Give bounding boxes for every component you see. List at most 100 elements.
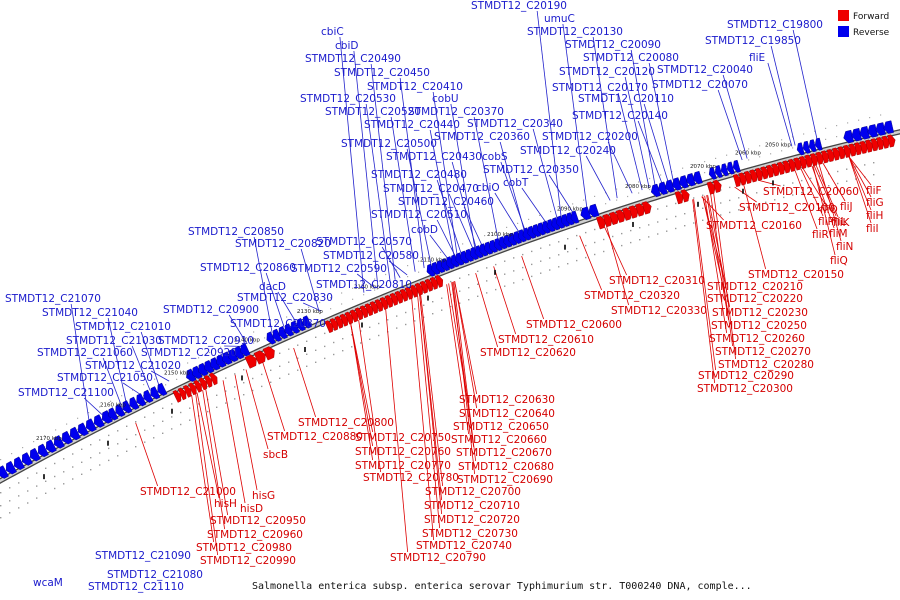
track-dot <box>567 251 569 253</box>
gene-arrow <box>556 215 565 229</box>
gene-arrow <box>580 206 592 221</box>
track-dot <box>576 259 578 262</box>
reverse-gene-label: STMDT12_C20040 <box>657 64 753 76</box>
track-dot <box>72 466 74 468</box>
track-dot <box>333 328 335 331</box>
reverse-gene <box>192 365 203 379</box>
gene-arrow <box>508 232 518 246</box>
gene-arrow <box>692 170 703 185</box>
gene-arrow <box>93 414 105 428</box>
gene-arrow <box>77 422 89 437</box>
reverse-gene <box>532 224 541 238</box>
forward-gene <box>244 354 257 369</box>
track-dot <box>315 336 317 338</box>
gene-arrow <box>445 256 455 270</box>
forward-gene-label: STMDT12_C20740 <box>416 540 512 552</box>
track-dot <box>531 250 533 253</box>
legend-reverse-label: Reverse <box>853 28 890 38</box>
track-dot <box>36 497 38 499</box>
track-dot <box>88 412 90 414</box>
track-dot <box>171 403 173 405</box>
reverse-gene-label: STMDT12_C21010 <box>75 321 171 333</box>
track-dot <box>486 292 488 294</box>
track-dot <box>504 273 506 275</box>
track-dot <box>374 289 376 291</box>
track-dot <box>747 194 749 196</box>
forward-gene <box>738 172 747 186</box>
reverse-gene <box>450 254 460 268</box>
forward-gene <box>799 156 808 170</box>
forward-gene-label: STMDT12_C20960 <box>207 529 303 541</box>
forward-gene <box>334 315 343 329</box>
track-dot <box>396 280 398 282</box>
genome-backbone <box>0 129 900 484</box>
forward-gene <box>354 307 363 321</box>
gene-arrow <box>887 134 896 148</box>
gene-arrow <box>674 191 684 205</box>
track-dot <box>783 196 785 199</box>
gene-arrow <box>561 213 570 227</box>
gene-arrow <box>193 379 202 393</box>
gene-arrow <box>364 303 373 317</box>
reverse-gene <box>93 414 105 428</box>
reverse-gene <box>272 328 282 342</box>
track-dot <box>783 184 785 187</box>
reverse-gene <box>240 343 251 357</box>
track-dot <box>774 199 776 201</box>
forward-gene <box>622 207 633 221</box>
track-dot <box>858 119 860 121</box>
forward-gene-label: STMDT12_C20950 <box>210 515 306 527</box>
gene-arrow <box>266 331 276 345</box>
gene-arrow <box>198 362 209 377</box>
gene-arrow <box>760 166 769 180</box>
reverse-gene-label: STMDT12_C21020 <box>85 360 181 372</box>
track-dot <box>576 247 578 250</box>
reverse-gene <box>489 239 498 253</box>
reverse-gene <box>685 173 696 187</box>
track-dot <box>405 323 407 326</box>
track-dot <box>450 305 452 308</box>
gene-arrow <box>793 157 802 171</box>
reverse-gene-label: cbiD <box>335 40 358 52</box>
gene-arrow <box>641 201 652 215</box>
gene-arrow <box>843 144 852 158</box>
track-dot <box>165 373 167 375</box>
track-dot <box>54 462 56 465</box>
track-dot <box>324 332 326 335</box>
reverse-gene <box>266 331 276 345</box>
gene-arrow <box>354 307 363 321</box>
reverse-gene-label: STMDT12_C20490 <box>305 53 401 65</box>
forward-gene <box>706 181 716 195</box>
forward-gene-label: STMDT12_C20660 <box>451 434 547 446</box>
track-dot <box>726 165 728 167</box>
forward-gene <box>782 160 791 174</box>
track-dot <box>765 189 767 191</box>
forward-gene-label: STMDT12_C20330 <box>611 305 707 317</box>
gene-arrow <box>837 146 846 160</box>
forward-gene-label: STMDT12_C20060 <box>763 186 859 198</box>
track-dot <box>738 197 740 199</box>
reverse-gene <box>484 241 494 255</box>
tick-label: 2120 kbp <box>354 284 380 290</box>
gene-arrow <box>749 169 758 183</box>
reverse-gene <box>588 203 600 218</box>
reverse-gene <box>650 183 661 198</box>
reverse-gene <box>441 258 450 272</box>
gene-arrow <box>826 149 835 162</box>
forward-gene <box>843 144 852 158</box>
forward-gene <box>615 209 626 223</box>
track-dot <box>846 180 848 182</box>
gene-arrow <box>419 280 428 294</box>
forward-gene <box>329 318 338 331</box>
reverse-gene <box>222 351 233 365</box>
forward-gene-label: fliK <box>833 217 851 229</box>
reverse-gene-label: STMDT12_C20200 <box>542 131 638 143</box>
forward-gene-label: STMDT12_C20260 <box>709 333 805 345</box>
track-dot <box>462 243 464 245</box>
track-dot <box>234 373 236 375</box>
gene-arrow <box>143 389 154 403</box>
reverse-gene-label: STMDT12_C20580 <box>323 250 419 262</box>
track-dot <box>594 253 596 256</box>
gene-arrow <box>799 156 808 170</box>
track-dot <box>171 428 173 430</box>
